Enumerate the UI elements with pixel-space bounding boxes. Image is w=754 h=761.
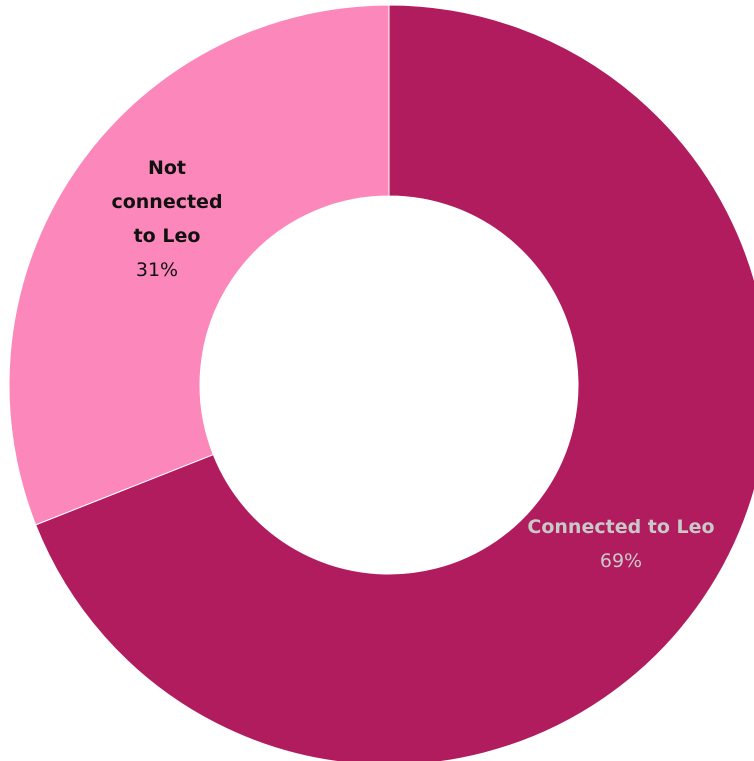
slice-not-connected-to-leo [8,4,390,526]
slice-percent: 31% [136,259,178,281]
donut-slices [8,4,754,761]
slice-label: Connected to Leo [527,516,714,538]
slice-percent: 69% [600,550,642,572]
slice-labels: Connected to Leo 69% Not connected to Leo 31% [111,157,714,572]
slice-connected-to-leo [35,4,754,761]
slice-label: Not connected to Leo [111,157,222,247]
